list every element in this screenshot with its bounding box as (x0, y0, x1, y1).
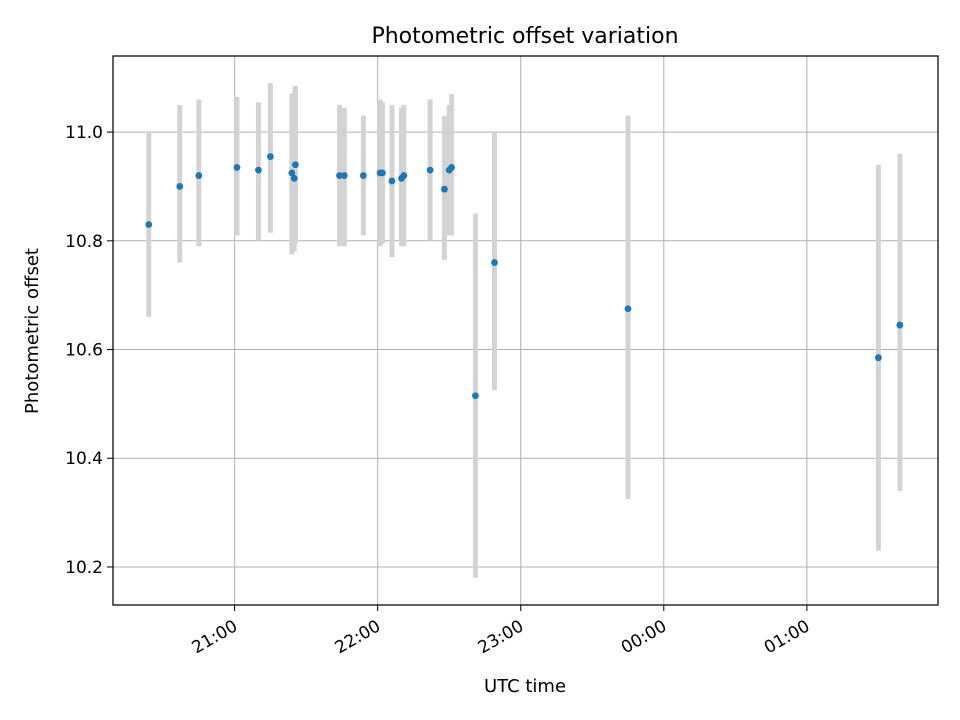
data-point (379, 169, 386, 177)
y-tick-label: 10.4 (65, 449, 103, 469)
data-point (491, 259, 498, 266)
data-point (896, 321, 904, 329)
y-tick-label: 10.2 (65, 558, 103, 578)
data-point (288, 169, 296, 177)
data-point (336, 172, 343, 179)
data-point (255, 166, 262, 174)
data-point (233, 164, 241, 171)
data-points (145, 153, 904, 400)
data-point (400, 172, 408, 179)
data-point (874, 354, 882, 362)
y-axis-label: Photometric offset (22, 248, 43, 414)
chart-title: Photometric offset variation (371, 24, 678, 49)
y-axis-ticks: 10.2 10.4 10.6 10.8 11.0 (65, 123, 113, 578)
y-tick-label: 11.0 (65, 123, 103, 143)
data-point (195, 172, 203, 179)
data-point (448, 164, 455, 171)
data-point (472, 392, 479, 400)
data-point (292, 161, 299, 169)
data-point (340, 172, 348, 179)
y-tick-label: 10.6 (65, 341, 103, 361)
data-point (624, 305, 632, 313)
data-point (266, 153, 274, 160)
data-point (145, 221, 153, 228)
data-point (290, 174, 298, 182)
x-axis-label: UTC time (484, 676, 566, 697)
data-point (359, 172, 367, 179)
data-point (176, 183, 184, 190)
y-tick-label: 10.8 (65, 232, 103, 252)
data-point (426, 166, 434, 174)
plot-frame (112, 55, 939, 606)
data-point (441, 185, 448, 193)
data-point (388, 177, 396, 185)
